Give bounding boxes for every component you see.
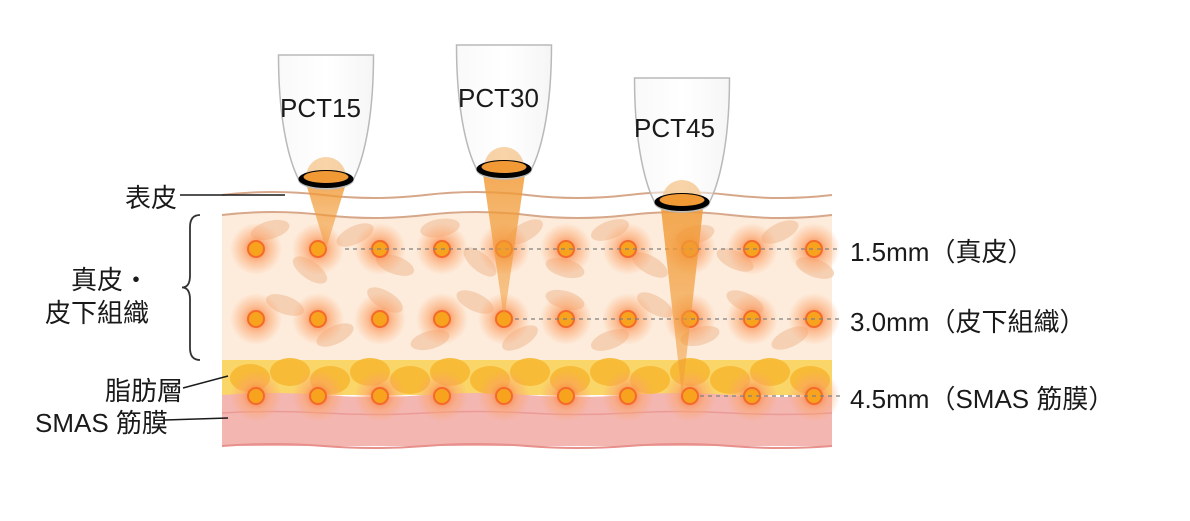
layer-label-dermis-line2: 皮下組織 [45, 298, 149, 328]
probe-label-pct45: PCT45 [634, 113, 715, 144]
layer-label-smas: SMAS 筋膜 [35, 403, 168, 440]
depth-label-30: 3.0mm（皮下組織） [850, 302, 1085, 339]
depth-label-15: 1.5mm（真皮） [850, 232, 1033, 269]
probe-label-pct30: PCT30 [458, 83, 539, 114]
layer-label-dermis-line1: 真皮・ [71, 265, 149, 295]
layer-label-dermis-sub: 真皮・ 皮下組織 [45, 264, 149, 329]
diagram-stage: PCT15 PCT30 PCT45 1.5mm（真皮） 3.0mm（皮下組織） … [0, 0, 1190, 521]
depth-label-45: 4.5mm（SMAS 筋膜） [850, 379, 1114, 416]
layer-label-epidermis: 表皮 [125, 178, 177, 215]
probe-label-pct15: PCT15 [280, 93, 361, 124]
